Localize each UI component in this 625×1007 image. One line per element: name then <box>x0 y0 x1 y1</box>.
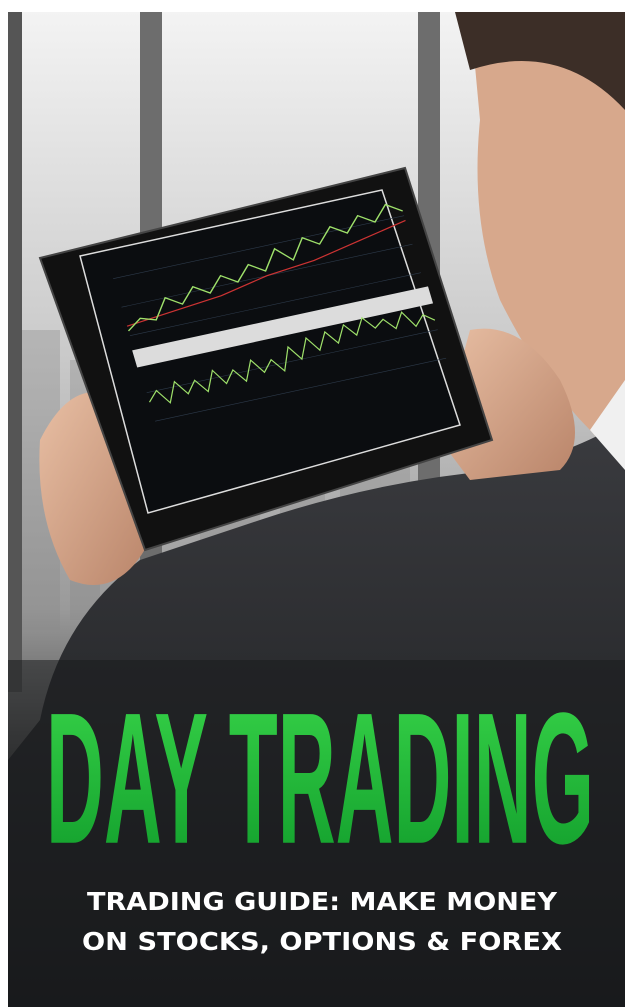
cover-art: DAY TRADING TRADING GUIDE: MAKE MONEY ON… <box>8 12 625 1007</box>
subtitle-line: TRADING GUIDE: MAKE MONEY <box>87 887 558 916</box>
page: DAY TRADING TRADING GUIDE: MAKE MONEY ON… <box>0 0 625 1007</box>
title: DAY TRADING <box>46 673 594 883</box>
subtitle-line: ON STOCKS, OPTIONS & FOREX <box>82 927 562 956</box>
window-frame <box>8 12 22 692</box>
book-cover: DAY TRADING TRADING GUIDE: MAKE MONEY ON… <box>0 0 625 1007</box>
